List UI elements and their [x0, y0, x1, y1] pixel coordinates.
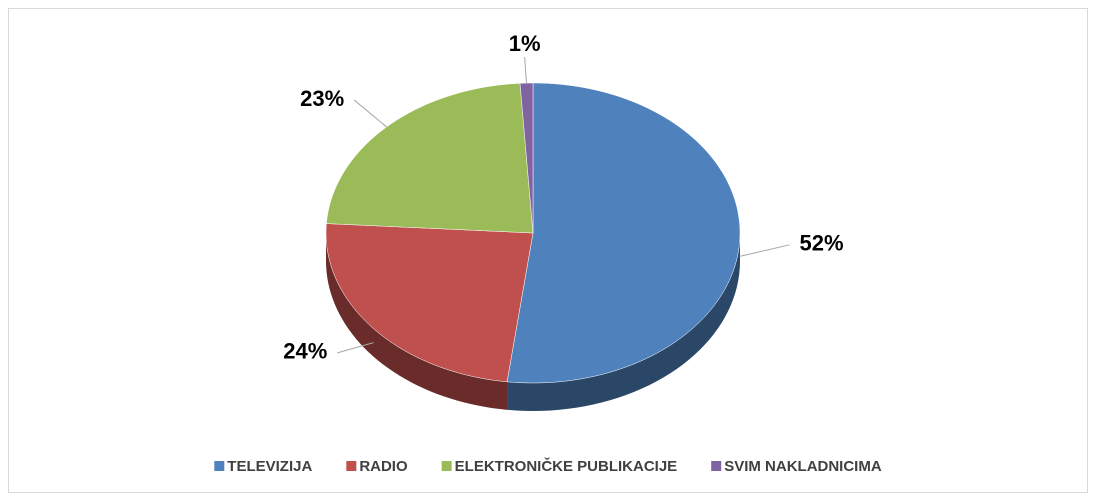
leader-line	[353, 99, 387, 128]
legend-swatch	[441, 461, 452, 471]
pie-side	[326, 233, 508, 410]
pie-slice	[326, 83, 534, 234]
legend-label: RADIO	[359, 458, 408, 475]
pie-slice	[325, 223, 534, 383]
data-label: 1%	[509, 31, 541, 56]
data-label: 24%	[283, 339, 327, 364]
leader-line	[337, 342, 374, 354]
legend-label: TELEVIZIJA	[227, 458, 312, 475]
legend-swatch	[346, 461, 357, 471]
data-label: 52%	[799, 231, 843, 256]
legend-swatch	[711, 461, 722, 471]
pie-side	[507, 233, 740, 411]
legend-label: ELEKTRONIČKE PUBLIKACIJE	[455, 457, 678, 475]
legend-label: SVIM NAKLADNICIMA	[724, 458, 882, 475]
legend-swatch	[214, 461, 225, 471]
data-label: 23%	[300, 86, 344, 111]
leader-line	[739, 244, 790, 257]
leader-line	[524, 57, 527, 84]
pie-slice	[506, 82, 741, 384]
